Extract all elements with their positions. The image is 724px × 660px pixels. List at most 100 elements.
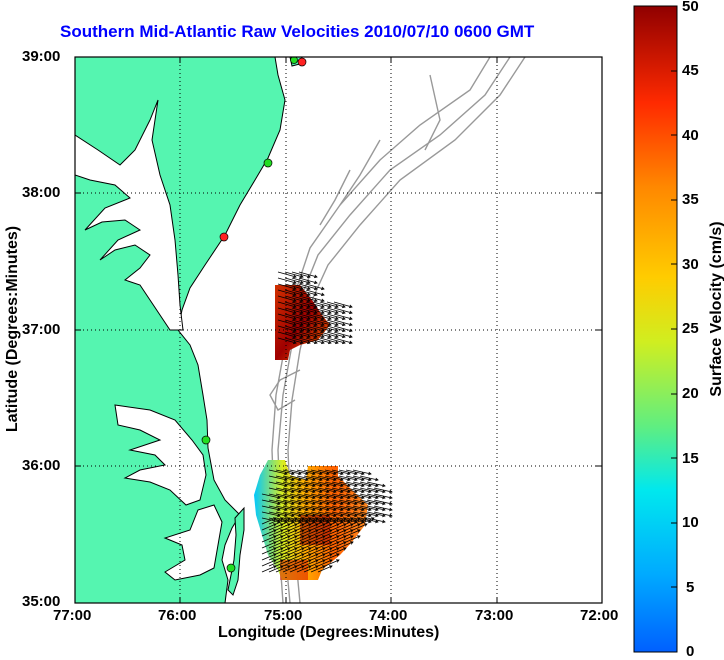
velocity-vector [352,475,372,482]
velocity-vector [291,331,311,339]
velocity-vector [338,487,358,494]
velocity-vector [277,313,297,321]
velocity-vector [291,271,311,279]
velocity-vector [310,517,326,525]
velocity-vector [296,553,312,561]
velocity-vector [261,553,277,561]
velocity-vector [268,517,284,525]
velocity-vector [268,547,284,555]
velocity-vector [331,499,351,506]
velocity-vector [289,475,309,482]
velocity-vector [296,475,316,482]
velocity-vector [310,505,330,512]
velocity-vector [282,469,302,476]
colorbar-tick-label: 5 [686,579,695,596]
site-marker-inactive [297,57,307,67]
velocity-vector [324,541,340,549]
velocity-vector [331,547,347,555]
velocity-vector [275,529,291,537]
velocity-vector [298,283,318,291]
velocity-vector [312,301,332,309]
velocity-vector [282,547,298,555]
velocity-vector [331,541,347,549]
velocity-vector [261,565,277,573]
velocity-vector [291,295,311,303]
velocity-vector [305,331,325,339]
velocity-vector [277,271,297,279]
velocity-vector [352,523,368,531]
velocity-vector [291,283,311,291]
grid-lines [75,57,602,603]
velocity-vector [317,481,337,488]
velocity-vector [303,481,323,488]
velocity-vector [310,499,330,506]
velocity-vector [310,475,330,482]
velocity-vector [268,505,288,512]
velocity-vector [284,331,304,339]
velocity-vector [345,523,361,531]
velocity-vector [331,529,347,537]
velocity-vector [319,331,339,339]
velocity-vector [324,493,344,500]
velocity-vector [268,559,284,567]
velocity-vector [303,511,323,518]
site-marker-active [263,158,273,168]
velocity-vector [268,469,288,476]
velocity-vector [289,523,305,531]
velocity-vector [366,481,386,488]
velocity-vector [317,529,333,537]
site-marker-active [290,57,298,64]
velocity-vector [275,535,291,543]
x-tick-label: 73:00 [475,607,514,624]
velocity-vector [291,301,311,309]
velocity-vector [319,307,339,315]
velocity-vector [319,337,339,345]
velocity-vector [289,535,305,543]
velocity-vector [333,325,353,333]
sound-water [163,504,223,581]
velocity-vector [331,475,351,482]
y-tick-label: 38:00 [22,184,61,201]
velocity-vector [268,487,288,494]
velocity-vector [277,295,297,303]
velocity-vector [289,553,305,561]
velocity-vector [298,319,318,327]
velocity-vector [275,517,291,525]
velocity-vector [275,511,295,518]
velocity-vector [305,289,325,297]
velocity-vector [289,559,305,567]
velocity-vector [324,529,340,537]
velocity-vector [310,553,326,561]
velocity-vector [277,289,297,297]
velocity-vector [284,289,304,297]
velocity-vector [289,511,309,518]
velocity-vector [268,493,288,500]
velocity-vector [310,511,330,518]
velocity-vector [284,271,304,279]
velocity-vector [289,529,305,537]
velocity-vector [268,511,288,518]
velocity-vector [345,493,365,500]
velocity-vector [284,319,304,327]
velocity-vector [305,313,325,321]
velocity-vector [345,505,365,512]
velocity-vector [345,511,365,518]
velocity-vector [282,499,302,506]
velocity-vector [298,271,318,279]
velocity-vector [289,493,309,500]
velocity-vector [296,511,316,518]
velocity-vector [289,517,305,525]
velocity-vector [303,499,323,506]
velocity-vector [296,547,312,555]
velocity-vector [326,307,346,315]
velocity-vector [261,559,277,567]
velocity-vector [284,277,304,285]
velocity-vector [324,505,344,512]
velocity-vector [261,541,277,549]
velocity-vector [352,511,372,518]
velocity-vector [289,481,309,488]
velocity-vector [296,499,316,506]
colorbar-tick-label: 40 [682,127,699,144]
velocity-vector [331,487,351,494]
velocity-vector [296,529,312,537]
